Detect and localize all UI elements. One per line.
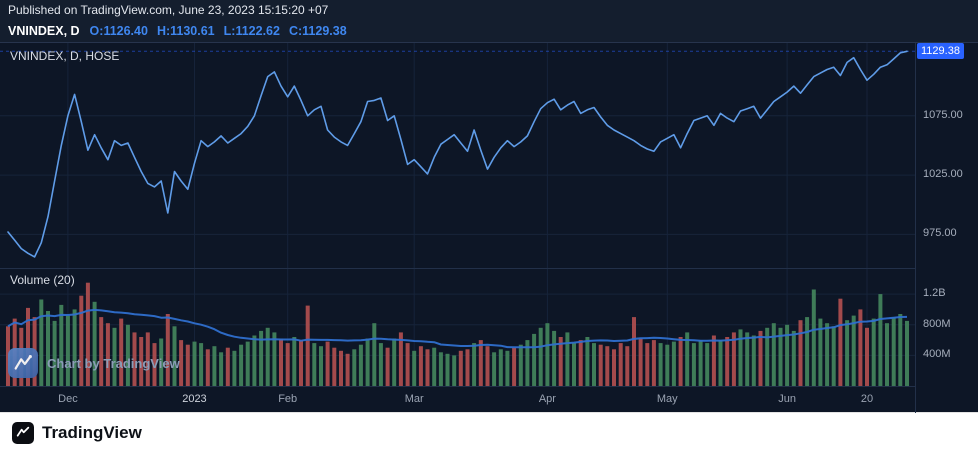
volume-axis-label: 1.2B [923, 287, 946, 300]
chart-frame: VNINDEX, D, HOSE Volume (20) Chart by Tr… [0, 42, 978, 413]
volume-pane[interactable]: Volume (20) Chart by TradingView [0, 269, 915, 387]
volume-ma-line [7, 308, 908, 349]
time-axis-label: Jun [778, 393, 796, 405]
ohlc-open: O:1126.40 [89, 24, 148, 38]
price-pane[interactable]: VNINDEX, D, HOSE [0, 43, 915, 269]
time-axis-label: 20 [860, 393, 874, 405]
ohlc-high: H:1130.61 [156, 24, 215, 38]
time-axis[interactable]: Dec 2023 Feb Mar Apr May Jun 20 [0, 387, 915, 413]
price-line-series [7, 50, 908, 258]
time-axis-label: May [656, 393, 678, 405]
watermark-link[interactable]: Chart by TradingView [8, 348, 180, 378]
time-axis-label: Feb [278, 393, 298, 405]
watermark-text: Chart by TradingView [47, 355, 180, 371]
price-axis-label: 1025.00 [923, 168, 963, 181]
ohlc-close: C:1129.38 [288, 24, 347, 38]
time-axis-label: 2023 [182, 393, 207, 405]
volume-axis-label: 800M [923, 317, 951, 330]
symbol-title: VNINDEX, D [8, 24, 80, 38]
volume-legend: Volume (20) [10, 273, 75, 287]
price-axis-label: 1075.00 [923, 108, 963, 121]
footer-brand-text: TradingView [42, 422, 142, 442]
last-price-badge: 1129.38 [917, 43, 964, 59]
price-axis-label: 975.00 [923, 227, 957, 240]
price-svg [0, 43, 915, 268]
price-axis[interactable]: 1129.38 1075.00 1025.00 975.00 1.2B 800M 400M [915, 43, 978, 413]
volume-axis-label: 400M [923, 348, 951, 361]
published-bar: Published on TradingView.com, June 23, 2… [0, 0, 978, 20]
chart-legend: VNINDEX, D, HOSE [10, 49, 120, 63]
time-axis-label: Dec [58, 393, 78, 405]
tradingview-watermark-icon [8, 348, 38, 378]
ohlc-low: L:1122.62 [223, 24, 280, 38]
footer: TradingView [0, 412, 978, 452]
tradingview-footer-link[interactable]: TradingView [12, 421, 142, 444]
ohlc-readout: O:1126.40 H:1130.61 L:1122.62 C:1129.38 [90, 24, 347, 38]
published-text: Published on TradingView.com, June 23, 2… [8, 3, 329, 17]
time-axis-label: Mar [404, 393, 424, 405]
symbol-bar: VNINDEX, D O:1126.40 H:1130.61 L:1122.62… [0, 20, 978, 42]
time-axis-label: Apr [538, 393, 556, 405]
tradingview-logo-icon [12, 421, 34, 444]
